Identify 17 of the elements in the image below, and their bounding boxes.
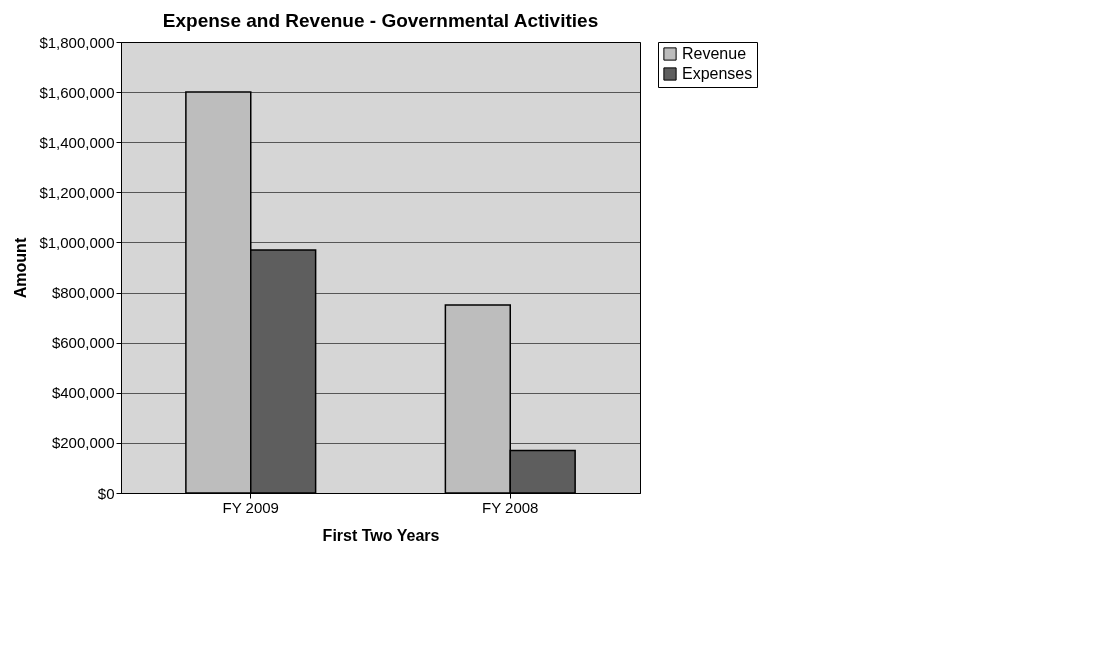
y-tick-label: $600,000	[51, 334, 115, 352]
y-axis-title: Amount	[12, 237, 30, 299]
y-tick-label: $0	[97, 484, 115, 502]
y-tick-label: $400,000	[51, 384, 115, 402]
chart-title: Expense and Revenue - Governmental Activities	[162, 10, 599, 31]
y-tick-label: $1,800,000	[39, 33, 115, 51]
x-tick-label: FY 2009	[222, 498, 279, 516]
legend-label: Expenses	[682, 65, 753, 82]
y-tick-label: $200,000	[51, 434, 115, 452]
y-tick-label: $1,400,000	[39, 133, 115, 151]
y-tick-label: $800,000	[51, 284, 115, 302]
y-tick-label: $1,200,000	[39, 183, 115, 201]
x-tick-label: FY 2008	[482, 498, 539, 516]
y-tick-label: $1,600,000	[39, 83, 115, 101]
y-tick-label: $1,000,000	[39, 233, 115, 251]
x-axis-title: First Two Years	[322, 526, 440, 544]
legend-label: Revenue	[682, 45, 747, 62]
